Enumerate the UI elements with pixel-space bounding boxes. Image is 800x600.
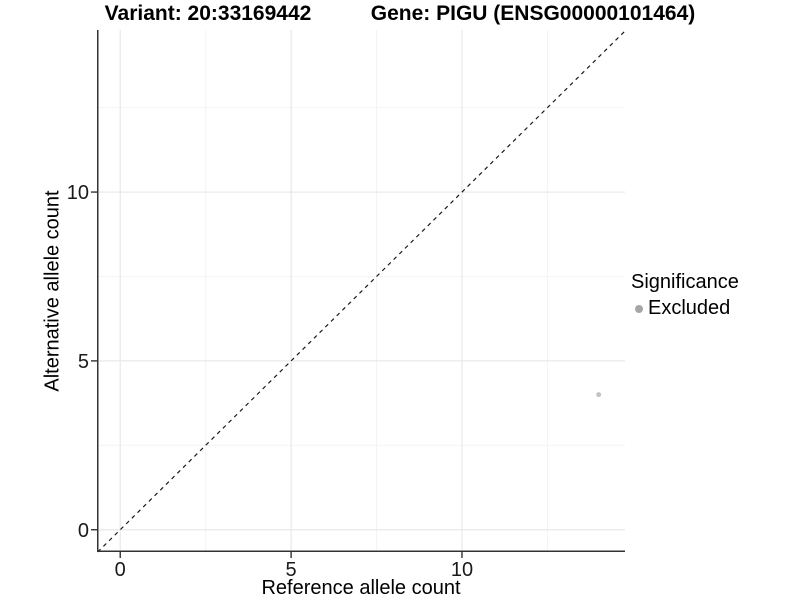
legend: Significance Excluded <box>631 271 739 320</box>
legend-title: Significance <box>631 271 739 293</box>
legend-point-icon <box>635 304 643 313</box>
x-tick-label: 0 <box>114 559 126 581</box>
y-tick-label: 10 <box>66 182 89 205</box>
y-tick-label: 0 <box>77 519 89 542</box>
plot-panel: 0 5 10 0 5 10 <box>67 30 626 580</box>
data-point <box>596 392 602 398</box>
plot-canvas <box>91 30 626 558</box>
y-axis-title: Alternative allele count <box>41 190 64 392</box>
x-tick-label: 10 <box>450 559 474 581</box>
legend-item-label: Excluded <box>648 297 731 319</box>
y-tick-label: 5 <box>77 350 89 373</box>
x-tick-label: 5 <box>285 559 297 581</box>
x-axis-title: Reference allele count <box>261 577 461 599</box>
gene-title: Gene: PIGU (ENSG00000101464) <box>370 2 696 25</box>
legend-item-excluded: Excluded <box>631 297 739 320</box>
variant-title: Variant: 20:33169442 <box>104 2 312 25</box>
